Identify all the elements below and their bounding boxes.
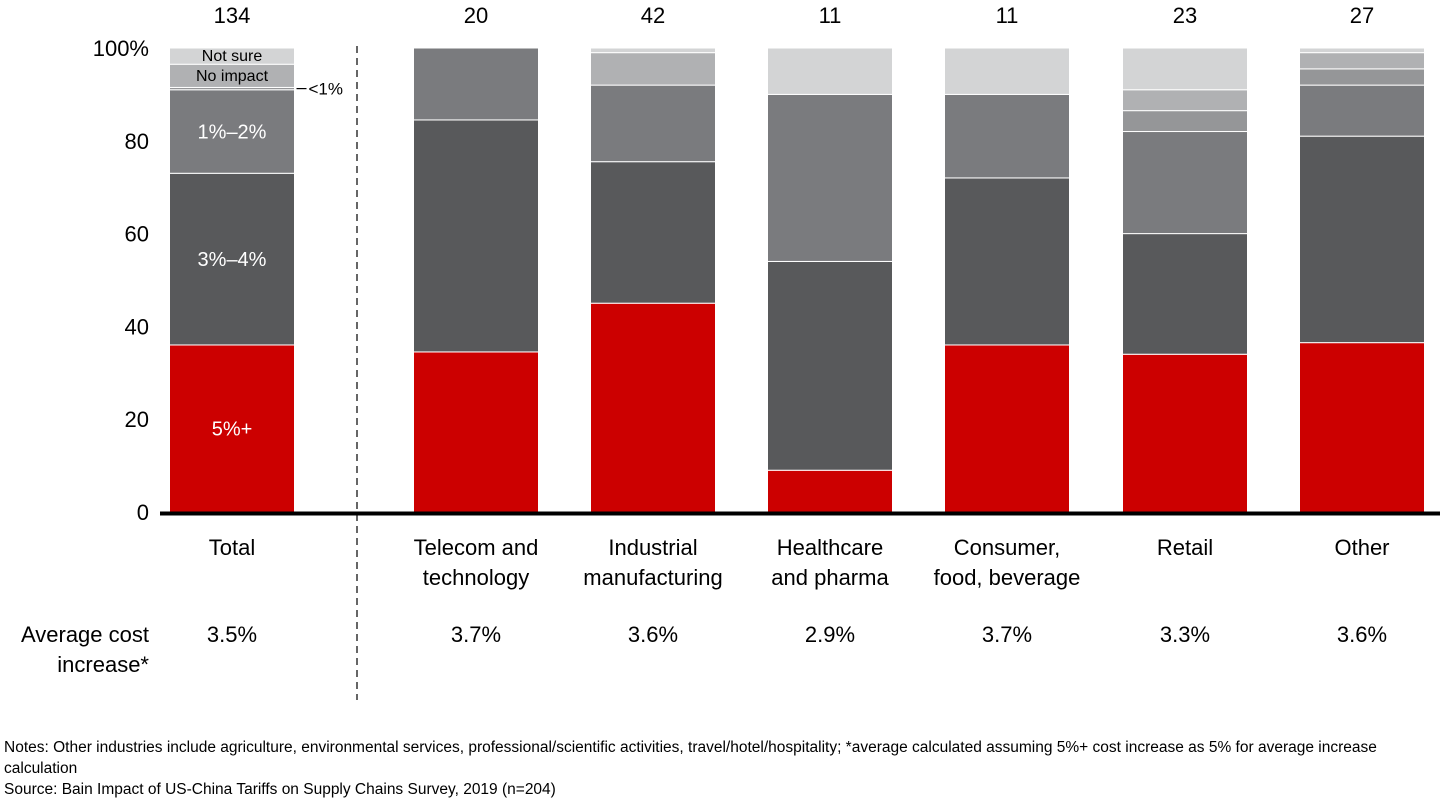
bar-segment — [1122, 47, 1248, 91]
category-label: food, beverage — [934, 565, 1081, 590]
bar-segment — [1122, 353, 1248, 513]
category-label: Consumer, — [954, 535, 1060, 560]
category-label: manufacturing — [583, 565, 722, 590]
bar-segment — [944, 93, 1070, 179]
segment-label: Not sure — [202, 48, 263, 65]
bar-segment — [944, 47, 1070, 95]
average-value: 3.7% — [451, 622, 501, 647]
respondent-count: 23 — [1173, 3, 1197, 28]
segment-label: 3%–4% — [198, 249, 267, 271]
bar-segment — [590, 47, 716, 54]
category-label: Telecom and — [414, 535, 539, 560]
y-tick-label: 100% — [93, 36, 149, 61]
y-tick-label: 40 — [125, 314, 149, 339]
bar-segment — [413, 351, 539, 513]
segment-label: No impact — [196, 68, 269, 85]
bar-segment — [1122, 233, 1248, 355]
respondent-count: 134 — [214, 3, 251, 28]
average-value: 2.9% — [805, 622, 855, 647]
y-tick-label: 20 — [125, 407, 149, 432]
bar-segment — [1299, 84, 1425, 137]
y-tick-label: 60 — [125, 222, 149, 247]
bar-segment — [1122, 110, 1248, 133]
bar-segment — [169, 344, 295, 513]
segment-label: 1%–2% — [198, 122, 267, 144]
bar-segment — [590, 302, 716, 513]
bar-segment — [1299, 135, 1425, 344]
bar-segment — [767, 260, 893, 471]
respondent-count: 11 — [996, 3, 1019, 28]
average-value: 3.6% — [1337, 622, 1387, 647]
average-value: 3.6% — [628, 622, 678, 647]
respondent-count: 11 — [819, 3, 842, 28]
bar-segment — [1122, 131, 1248, 235]
category-label: Total — [209, 535, 255, 560]
average-row-label: Average cost — [21, 622, 149, 647]
respondent-count: 20 — [464, 3, 488, 28]
bar-segment — [767, 469, 893, 513]
bar-segment — [944, 177, 1070, 346]
respondent-count: 42 — [641, 3, 665, 28]
category-label: and pharma — [771, 565, 889, 590]
category-label: Industrial — [608, 535, 697, 560]
bar-segment — [413, 119, 539, 353]
bar-segment — [1122, 89, 1248, 112]
bar-segment — [590, 161, 716, 304]
average-value: 3.3% — [1160, 622, 1210, 647]
bar-segment — [1299, 342, 1425, 513]
y-tick-label: 0 — [137, 500, 149, 525]
segment-label: 5%+ — [212, 418, 253, 440]
bar-segment — [169, 47, 295, 65]
average-value: 3.5% — [207, 622, 257, 647]
category-label: Other — [1334, 535, 1389, 560]
average-value: 3.7% — [982, 622, 1032, 647]
bar-segment — [767, 47, 893, 95]
bar-segment — [767, 93, 893, 262]
bar-segment — [413, 47, 539, 121]
y-tick-label: 80 — [125, 129, 149, 154]
segment-label: <1% — [309, 80, 344, 99]
category-label: technology — [423, 565, 529, 590]
bar-segment — [944, 344, 1070, 513]
respondent-count: 27 — [1350, 3, 1374, 28]
chart-notes: Notes: Other industries include agricult… — [4, 737, 1424, 800]
stacked-bar-chart: 0 20 40 60 80 100% 5%+ 3%–4% 1%–2% No impact Not s… — [21, 3, 1440, 700]
bar-segment — [169, 172, 295, 346]
category-label: Healthcare — [777, 535, 883, 560]
notes-text: Notes: Other industries include agricult… — [4, 739, 1377, 777]
bar-segment — [1299, 47, 1425, 54]
average-row-label: increase* — [57, 652, 149, 677]
source-text: Source: Bain Impact of US-China Tariffs … — [4, 781, 556, 798]
category-label: Retail — [1157, 535, 1213, 560]
bar-segment — [590, 52, 716, 86]
bar-segment — [1299, 52, 1425, 70]
bar-segment — [590, 84, 716, 163]
bar-segment — [1299, 68, 1425, 86]
